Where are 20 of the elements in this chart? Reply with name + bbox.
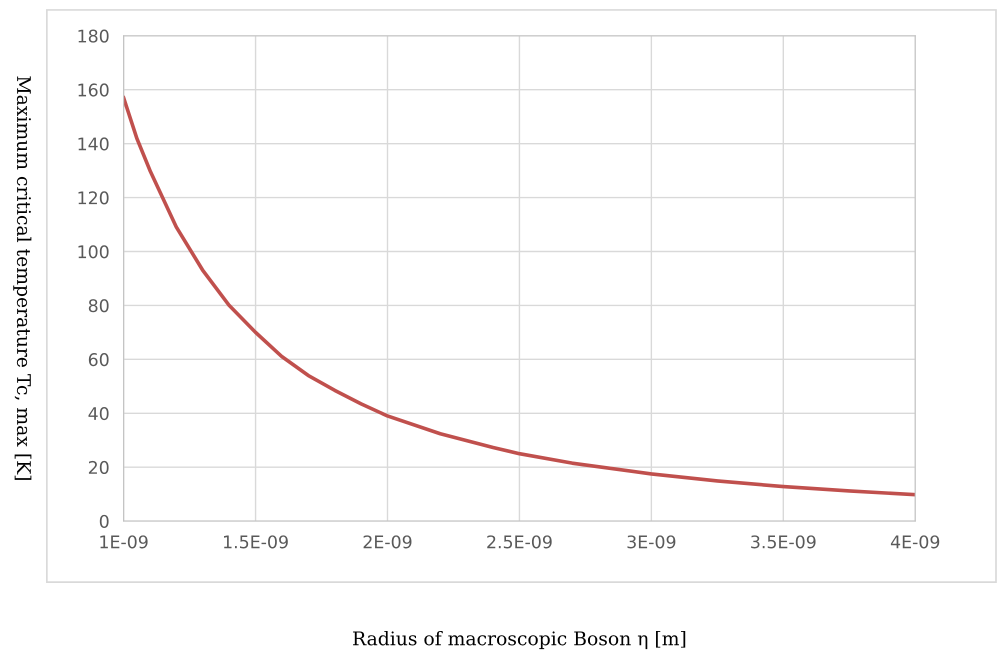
x-tick-label: 1E-09 (100, 535, 148, 548)
y-tick-label: 40 (88, 406, 109, 420)
y-tick-label: 100 (78, 245, 109, 258)
x-tick-label: 1.5E-09 (224, 535, 288, 548)
y-axis-title: Maximum critical temperature Tc, max [K] (13, 76, 32, 480)
y-tick-label: 180 (78, 30, 109, 43)
x-tick-label: 3E-09 (628, 535, 676, 548)
y-tick-label: 80 (88, 299, 109, 312)
y-tick-label: 20 (88, 460, 109, 474)
x-tick-label: 2E-09 (364, 535, 412, 548)
y-tick-label: 140 (78, 137, 109, 150)
y-tick-label: 0 (100, 514, 109, 528)
y-tick-label: 60 (88, 353, 109, 366)
line-series (124, 96, 916, 496)
x-tick-label: 2.5E-09 (487, 535, 552, 548)
y-tick-label: 160 (78, 83, 109, 97)
x-tick-label: 3.5E-09 (751, 535, 816, 548)
x-axis-title: Radius of macroscopic Boson η [m] (353, 630, 686, 650)
y-tick-label: 120 (78, 191, 109, 204)
x-tick-label: 4E-09 (890, 535, 940, 548)
